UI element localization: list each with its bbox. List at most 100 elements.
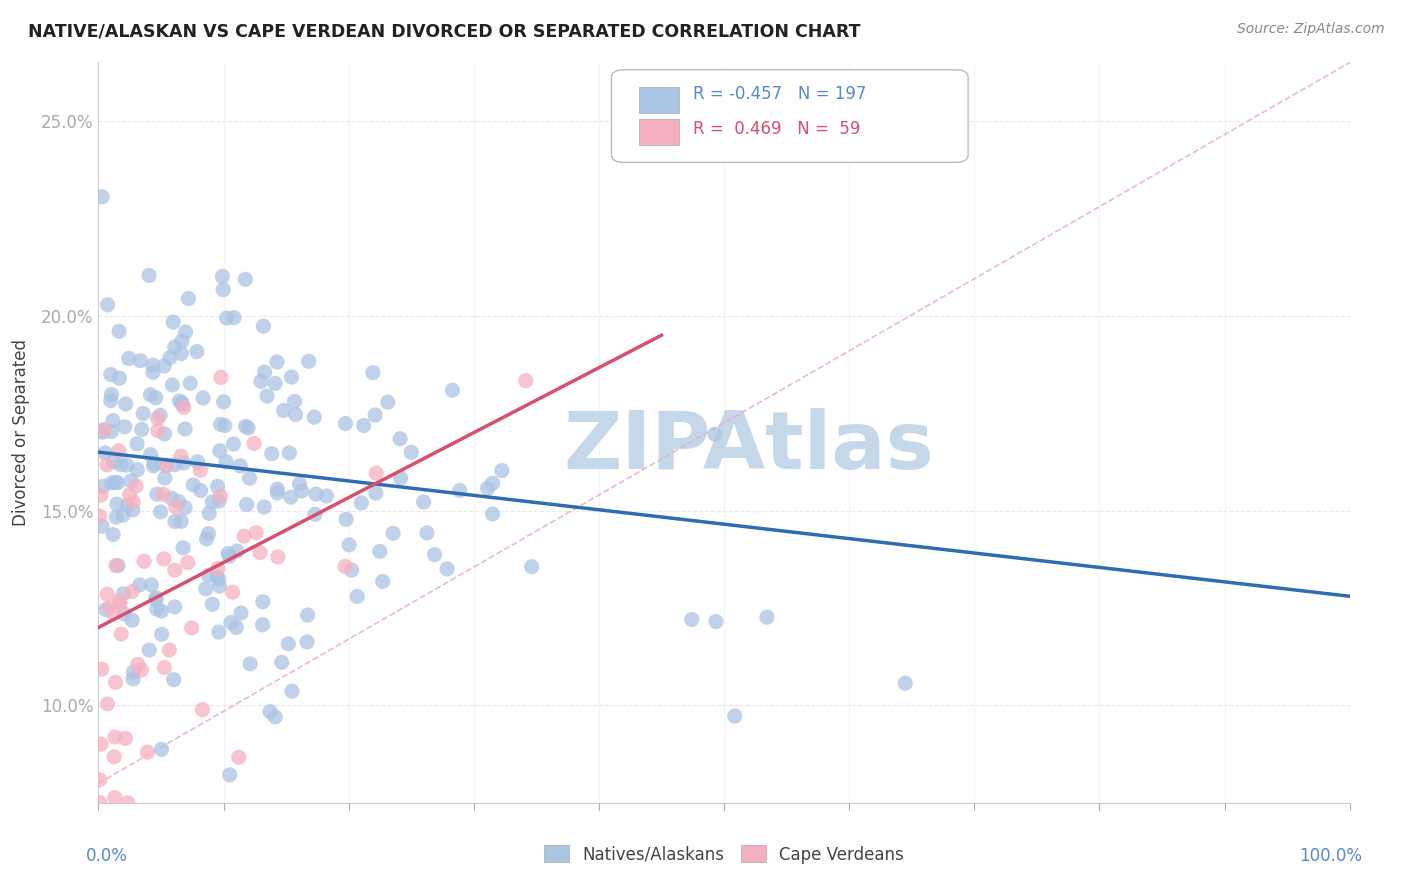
Text: 100.0%: 100.0% xyxy=(1299,847,1362,865)
Point xyxy=(107,475,129,490)
Point xyxy=(229,458,252,473)
Point xyxy=(304,508,326,522)
Point xyxy=(217,547,239,561)
Point xyxy=(412,495,434,509)
Point xyxy=(260,447,283,461)
Point xyxy=(252,319,274,334)
Point xyxy=(368,544,391,558)
Point xyxy=(163,673,186,687)
Point xyxy=(131,422,153,436)
Point xyxy=(235,419,257,434)
Point xyxy=(353,418,375,433)
Point xyxy=(145,391,167,405)
Point xyxy=(191,702,214,716)
Point xyxy=(91,190,114,204)
Point xyxy=(211,269,233,284)
Point xyxy=(214,418,236,433)
Point xyxy=(207,479,229,493)
Point xyxy=(250,375,273,389)
Point xyxy=(281,684,304,698)
Point xyxy=(118,351,141,366)
Point xyxy=(125,479,148,493)
Point xyxy=(104,730,127,744)
Point xyxy=(110,627,132,641)
Point xyxy=(377,395,399,409)
Point xyxy=(91,423,114,437)
Point xyxy=(222,437,245,451)
Point xyxy=(724,709,747,723)
Point xyxy=(218,768,240,782)
Point xyxy=(173,401,195,415)
Text: 0.0%: 0.0% xyxy=(86,847,128,865)
Point xyxy=(142,358,165,372)
Point xyxy=(132,407,155,421)
Point xyxy=(120,474,142,488)
Point xyxy=(150,627,173,641)
Point xyxy=(228,750,250,764)
Point xyxy=(129,353,152,368)
Point xyxy=(238,471,260,485)
Point xyxy=(153,660,176,674)
Point xyxy=(150,604,173,618)
Point xyxy=(160,491,183,505)
Point xyxy=(138,643,160,657)
Point xyxy=(212,283,235,297)
Point xyxy=(226,544,249,558)
Point xyxy=(165,500,187,514)
Point xyxy=(208,494,231,508)
Point xyxy=(305,487,328,501)
Point xyxy=(157,643,180,657)
Point xyxy=(162,378,184,392)
Point xyxy=(91,425,114,439)
Point xyxy=(103,750,125,764)
Point xyxy=(142,458,165,473)
Point xyxy=(110,597,132,611)
Point xyxy=(90,662,112,676)
Point xyxy=(212,395,235,409)
Point xyxy=(436,562,458,576)
Point xyxy=(174,422,197,436)
Point xyxy=(155,458,177,473)
Point xyxy=(155,458,177,473)
Point xyxy=(208,579,231,593)
Point xyxy=(131,663,153,677)
Point xyxy=(201,495,224,509)
Point xyxy=(121,613,143,627)
Point xyxy=(104,790,127,805)
Point xyxy=(159,351,181,365)
Point xyxy=(114,731,136,746)
Point xyxy=(153,471,176,485)
Point xyxy=(153,427,176,442)
Point xyxy=(149,409,172,423)
Point xyxy=(235,498,257,512)
Point xyxy=(117,796,139,810)
Point xyxy=(163,515,186,529)
Point xyxy=(90,488,112,502)
Point xyxy=(170,396,193,410)
Point xyxy=(146,602,169,616)
Point xyxy=(441,383,464,397)
Point xyxy=(177,556,200,570)
Point xyxy=(190,483,212,498)
Point xyxy=(221,585,243,599)
Text: NATIVE/ALASKAN VS CAPE VERDEAN DIVORCED OR SEPARATED CORRELATION CHART: NATIVE/ALASKAN VS CAPE VERDEAN DIVORCED … xyxy=(28,22,860,40)
Point xyxy=(288,477,311,491)
Point xyxy=(186,455,208,469)
Point xyxy=(253,365,276,379)
Point xyxy=(174,325,197,339)
Point xyxy=(103,606,125,620)
Point xyxy=(115,458,138,472)
Point xyxy=(150,742,173,756)
FancyBboxPatch shape xyxy=(638,120,679,145)
Point xyxy=(264,710,287,724)
Point xyxy=(104,675,127,690)
Point xyxy=(108,371,131,385)
Point xyxy=(225,620,247,634)
Point xyxy=(295,635,318,649)
Point xyxy=(252,617,274,632)
Point xyxy=(277,637,299,651)
Point xyxy=(170,334,193,348)
Point xyxy=(96,458,118,472)
Point xyxy=(90,737,112,751)
Point xyxy=(253,500,276,514)
